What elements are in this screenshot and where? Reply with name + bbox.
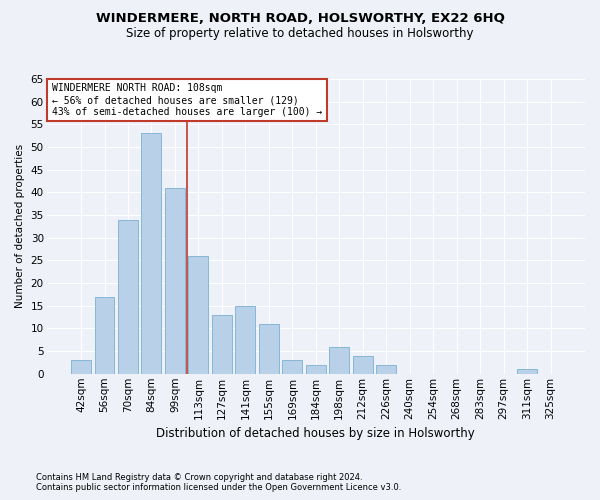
Bar xyxy=(353,356,373,374)
Bar xyxy=(376,364,396,374)
Text: Contains HM Land Registry data © Crown copyright and database right 2024.: Contains HM Land Registry data © Crown c… xyxy=(36,472,362,482)
Bar xyxy=(306,364,326,374)
Bar xyxy=(259,324,279,374)
Y-axis label: Number of detached properties: Number of detached properties xyxy=(15,144,25,308)
Bar xyxy=(142,134,161,374)
Bar xyxy=(235,306,256,374)
Bar xyxy=(118,220,138,374)
Bar xyxy=(517,369,537,374)
Bar xyxy=(165,188,185,374)
Text: Contains public sector information licensed under the Open Government Licence v3: Contains public sector information licen… xyxy=(36,482,401,492)
Bar xyxy=(329,346,349,374)
Text: Size of property relative to detached houses in Holsworthy: Size of property relative to detached ho… xyxy=(126,28,474,40)
Bar xyxy=(188,256,208,374)
Bar xyxy=(71,360,91,374)
Bar xyxy=(95,296,115,374)
Bar xyxy=(283,360,302,374)
Text: WINDERMERE NORTH ROAD: 108sqm
← 56% of detached houses are smaller (129)
43% of : WINDERMERE NORTH ROAD: 108sqm ← 56% of d… xyxy=(52,84,322,116)
X-axis label: Distribution of detached houses by size in Holsworthy: Distribution of detached houses by size … xyxy=(157,427,475,440)
Bar xyxy=(212,315,232,374)
Text: WINDERMERE, NORTH ROAD, HOLSWORTHY, EX22 6HQ: WINDERMERE, NORTH ROAD, HOLSWORTHY, EX22… xyxy=(95,12,505,26)
